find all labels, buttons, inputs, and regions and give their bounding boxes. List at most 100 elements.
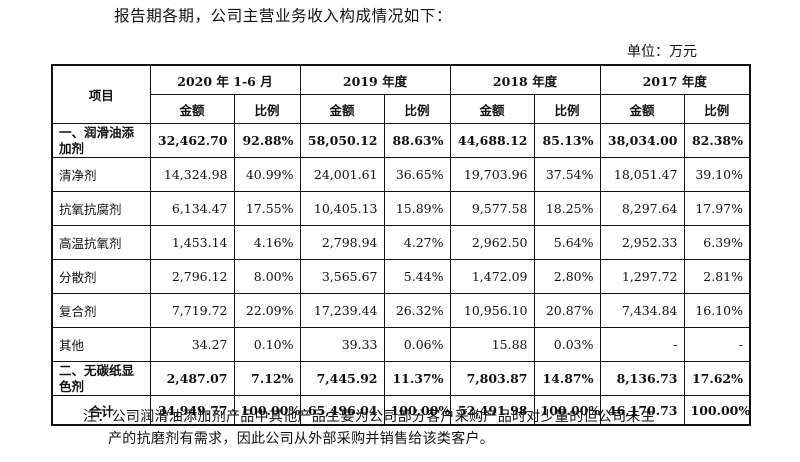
amount-cell: 14,324.98 (149, 157, 235, 192)
ratio-header: 比例 (233, 94, 301, 124)
ratio-cell: 17.97% (683, 191, 751, 226)
table-row: 复合剂 7,719.72 22.09% 17,239.44 26.32% 10,956.1… (51, 293, 751, 328)
amount-cell: 15.88 (449, 327, 535, 362)
period-header: 2020 年 1-6 月 (149, 64, 301, 95)
amount-header: 金额 (149, 94, 235, 124)
unit-label: 单位：万元 (627, 44, 697, 60)
ratio-cell: 7.12% (233, 361, 301, 396)
table-row: 清净剂 14,324.98 40.99% 24,001.61 36.65% 19,703.… (51, 157, 751, 192)
amount-cell: 10,956.10 (449, 293, 535, 328)
footnote-line: 注：公司润滑油添加剂产品中其他产品主要为公司部分客户采购产品时对少量的但公司未生 (83, 409, 655, 425)
ratio-cell: 4.27% (383, 225, 451, 260)
ratio-cell: 36.65% (383, 157, 451, 192)
amount-cell: 46,170.73 (599, 395, 685, 426)
ratio-cell: 18.25% (533, 191, 601, 226)
amount-cell: 8,297.64 (599, 191, 685, 226)
ratio-cell: 15.89% (383, 191, 451, 226)
amount-cell: 38,034.00 (599, 123, 685, 158)
amount-cell: 34.27 (149, 327, 235, 362)
row-label: 分散剂 (51, 259, 151, 294)
intro-text: 报告期各期，公司主营业务收入构成情况如下： (114, 7, 453, 25)
ratio-cell: 8.00% (233, 259, 301, 294)
amount-cell: 34,949.77 (149, 395, 235, 426)
ratio-cell: 14.87% (533, 361, 601, 396)
ratio-cell: 0.06% (383, 327, 451, 362)
amount-cell: 1,472.09 (449, 259, 535, 294)
ratio-cell: 37.54% (533, 157, 601, 192)
period-header: 2017 年度 (599, 64, 751, 95)
amount-cell: 1,297.72 (599, 259, 685, 294)
amount-cell: 39.33 (299, 327, 385, 362)
ratio-cell: 11.37% (383, 361, 451, 396)
ratio-cell: 2.80% (533, 259, 601, 294)
amount-cell: 3,565.67 (299, 259, 385, 294)
table-row: 一、润滑油添加剂 32,462.70 92.88% 58,050.12 88.63% 44… (51, 123, 751, 158)
period-header: 2018 年度 (449, 64, 601, 95)
amount-cell: 2,796.12 (149, 259, 235, 294)
amount-header: 金额 (599, 94, 685, 124)
ratio-cell: 5.64% (533, 225, 601, 260)
ratio-header: 比例 (533, 94, 601, 124)
ratio-header: 比例 (383, 94, 451, 124)
amount-cell: 18,051.47 (599, 157, 685, 192)
amount-cell: 44,688.12 (449, 123, 535, 158)
revenue-table: 项目 2020 年 1-6 月 2019 年度 2018 年度 2017 年度 … (51, 64, 751, 426)
amount-cell: 7,719.72 (149, 293, 235, 328)
ratio-cell: 0.10% (233, 327, 301, 362)
row-label: 清净剂 (51, 157, 151, 192)
amount-cell: 58,050.12 (299, 123, 385, 158)
amount-cell: 7,803.87 (449, 361, 535, 396)
ratio-cell: 0.03% (533, 327, 601, 362)
table-row: 高温抗氧剂 1,453.14 4.16% 2,798.94 4.27% 2,962.50 5… (51, 225, 751, 260)
amount-cell: 2,798.94 (299, 225, 385, 260)
ratio-cell: 100.00% (533, 395, 601, 426)
amount-cell: 8,136.73 (599, 361, 685, 396)
row-label: 一、润滑油添加剂 (51, 123, 151, 158)
amount-cell: 65,496.04 (299, 395, 385, 426)
ratio-cell: 20.87% (533, 293, 601, 328)
ratio-cell: 5.44% (383, 259, 451, 294)
ratio-cell: 40.99% (233, 157, 301, 192)
amount-header: 金额 (299, 94, 385, 124)
ratio-cell: 26.32% (383, 293, 451, 328)
amount-cell: 10,405.13 (299, 191, 385, 226)
row-label: 高温抗氧剂 (51, 225, 151, 260)
amount-cell: 17,239.44 (299, 293, 385, 328)
row-label: 合计 (51, 395, 151, 426)
amount-cell: - (599, 327, 685, 362)
table-row: 二、无碳纸显色剂 2,487.07 7.12% 7,445.92 11.37% 7,803… (51, 361, 751, 396)
row-label: 复合剂 (51, 293, 151, 328)
row-label: 二、无碳纸显色剂 (51, 361, 151, 396)
table-row: 其他 34.27 0.10% 39.33 0.06% 15.88 0.03% - - (51, 327, 751, 362)
amount-cell: 19,703.96 (449, 157, 535, 192)
amount-cell: 9,577.58 (449, 191, 535, 226)
ratio-cell: 2.81% (683, 259, 751, 294)
ratio-cell: 39.10% (683, 157, 751, 192)
ratio-cell: - (683, 327, 751, 362)
ratio-cell: 4.16% (233, 225, 301, 260)
table-row: 抗氧抗腐剂 6,134.47 17.55% 10,405.13 15.89% 9,577.… (51, 191, 751, 226)
table-row: 分散剂 2,796.12 8.00% 3,565.67 5.44% 1,472.09 2.8… (51, 259, 751, 294)
ratio-cell: 88.63% (383, 123, 451, 158)
ratio-cell: 17.55% (233, 191, 301, 226)
ratio-cell: 16.10% (683, 293, 751, 328)
amount-cell: 32,462.70 (149, 123, 235, 158)
amount-header: 金额 (449, 94, 535, 124)
row-label: 其他 (51, 327, 151, 362)
ratio-cell: 100.00% (683, 395, 751, 426)
ratio-cell: 92.88% (233, 123, 301, 158)
amount-cell: 6,134.47 (149, 191, 235, 226)
footnote-line: 产的抗磨剂有需求，因此公司从外部采购并销售给该类客户。 (108, 431, 495, 447)
amount-cell: 2,487.07 (149, 361, 235, 396)
ratio-cell: 82.38% (683, 123, 751, 158)
ratio-cell: 6.39% (683, 225, 751, 260)
amount-cell: 2,952.33 (599, 225, 685, 260)
ratio-cell: 85.13% (533, 123, 601, 158)
amount-cell: 1,453.14 (149, 225, 235, 260)
footnote: 注：公司润滑油添加剂产品中其他产品主要为公司部分客户采购产品时对少量的但公司未生… (83, 406, 743, 450)
period-header: 2019 年度 (299, 64, 451, 95)
amount-cell: 2,962.50 (449, 225, 535, 260)
header-row-periods: 项目 2020 年 1-6 月 2019 年度 2018 年度 2017 年度 (51, 64, 751, 124)
amount-cell: 7,445.92 (299, 361, 385, 396)
table-row: 合计 34,949.77 100.00% 65,496.04 100.00% 52,491… (51, 395, 751, 426)
